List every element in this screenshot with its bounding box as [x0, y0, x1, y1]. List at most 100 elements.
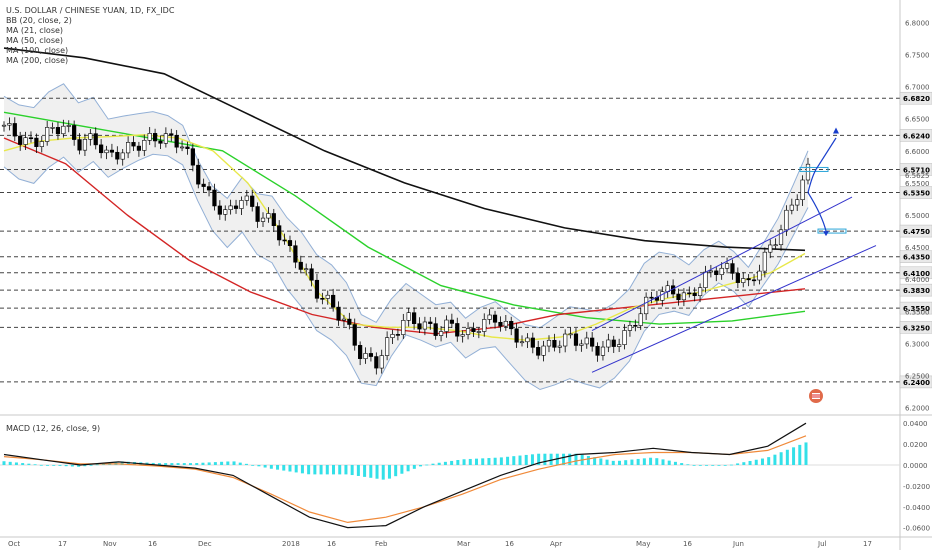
- macd-histogram-bar: [673, 461, 677, 465]
- macd-histogram-bar: [83, 464, 87, 467]
- macd-histogram-bar: [667, 460, 671, 465]
- candle-body: [120, 152, 125, 160]
- macd-pane: [0, 416, 900, 536]
- flag-icon[interactable]: [809, 389, 823, 403]
- macd-histogram-bar: [170, 463, 174, 465]
- macd-histogram-bar: [332, 464, 336, 475]
- macd-histogram-bar: [443, 461, 447, 465]
- candle-body: [7, 123, 12, 126]
- macd-histogram-bar: [468, 458, 472, 465]
- candle-body: [498, 321, 503, 327]
- time-tick-label: 17: [863, 540, 872, 548]
- candle-body: [438, 331, 444, 336]
- candle-body: [352, 324, 357, 346]
- price-tick-label: 6.4500: [905, 244, 930, 252]
- candle-body: [417, 323, 422, 330]
- macd-histogram-bar: [630, 459, 634, 465]
- candle-body: [239, 200, 244, 209]
- macd-histogram-bar: [52, 464, 56, 466]
- macd-histogram-bar: [120, 461, 124, 465]
- macd-histogram-bar: [344, 464, 348, 475]
- candle-body: [617, 344, 622, 347]
- macd-histogram-bar: [2, 461, 6, 465]
- macd-histogram-bar: [711, 464, 715, 466]
- macd-histogram-bar: [363, 464, 367, 477]
- macd-histogram-bar: [785, 449, 789, 465]
- candle-body: [422, 321, 427, 330]
- candle-body: [789, 204, 794, 211]
- macd-histogram-bar: [369, 464, 373, 478]
- price-tick-label: 6.6500: [905, 116, 930, 124]
- macd-histogram-bar: [450, 460, 454, 465]
- macd-histogram-bar: [77, 464, 81, 467]
- macd-histogram-bar: [456, 460, 460, 465]
- macd-histogram-bar: [263, 464, 267, 468]
- price-tick-label: 6.7000: [905, 84, 930, 92]
- candle-body: [39, 141, 44, 147]
- candle-body: [325, 294, 330, 299]
- candle-body: [331, 294, 336, 308]
- candle-body: [800, 179, 805, 201]
- candle-body: [99, 144, 104, 154]
- price-level-label: 6.3250: [903, 324, 930, 332]
- macd-histogram-bar: [698, 464, 702, 466]
- macd-histogram-bar: [232, 461, 236, 465]
- macd-histogram-bar: [649, 457, 653, 465]
- macd-histogram-bar: [593, 457, 597, 465]
- macd-histogram-bar: [89, 464, 93, 466]
- ma200-line: [3, 47, 806, 252]
- macd-histogram-bar: [356, 464, 360, 476]
- candle-body: [82, 139, 88, 151]
- price-level-tag: [899, 301, 932, 315]
- macd-histogram-bar: [300, 464, 304, 474]
- candle-body: [223, 209, 228, 215]
- macd-indicator: [0, 422, 900, 529]
- candle-body: [660, 291, 665, 301]
- macd-histogram-bar: [325, 464, 329, 475]
- macd-histogram-bar: [655, 458, 659, 465]
- candle-body: [697, 287, 703, 297]
- candle-body: [649, 296, 654, 299]
- candle-body: [401, 320, 406, 335]
- macd-histogram-bar: [611, 460, 615, 465]
- candle-body: [514, 328, 519, 343]
- macd-histogram-bar: [21, 463, 25, 465]
- bollinger-band-fill: [4, 83, 808, 390]
- macd-histogram-bar: [549, 453, 553, 465]
- candle-body: [131, 142, 136, 147]
- macd-histogram-bar: [804, 442, 808, 465]
- candle-body: [460, 334, 465, 337]
- macd-histogram-bar: [705, 464, 709, 466]
- candle-body: [379, 355, 384, 369]
- macd-histogram-bar: [400, 464, 404, 474]
- macd-histogram-bar: [437, 462, 441, 465]
- candle-body: [347, 318, 352, 325]
- macd-histogram-bar: [288, 464, 292, 472]
- candle-body: [190, 148, 195, 166]
- candle-body: [244, 195, 249, 201]
- macd-histogram-bar: [760, 458, 764, 465]
- macd-histogram-bar: [70, 464, 74, 467]
- macd-tick-label: 0.0000: [903, 462, 928, 470]
- macd-histogram-bar: [493, 457, 497, 465]
- candle-body: [136, 145, 141, 151]
- candle-body: [687, 292, 692, 295]
- candle-body: [541, 345, 546, 356]
- candle-body: [681, 292, 686, 301]
- candle-body: [406, 312, 411, 321]
- macd-histogram-bar: [686, 464, 690, 466]
- legend-ma50: MA (50, close): [6, 36, 63, 45]
- macd-histogram-bar: [313, 464, 317, 475]
- time-tick-label: Feb: [375, 540, 388, 548]
- candle-body: [277, 225, 282, 241]
- candle-body: [509, 320, 514, 330]
- candle-body: [255, 206, 260, 222]
- macd-histogram-bar: [754, 459, 758, 465]
- macd-histogram-bar: [798, 444, 802, 465]
- candle-body: [233, 205, 239, 209]
- candle-body: [784, 209, 789, 231]
- candlesticks: [1, 117, 811, 375]
- macd-histogram-bar: [481, 458, 485, 465]
- time-tick-label: May: [636, 540, 650, 548]
